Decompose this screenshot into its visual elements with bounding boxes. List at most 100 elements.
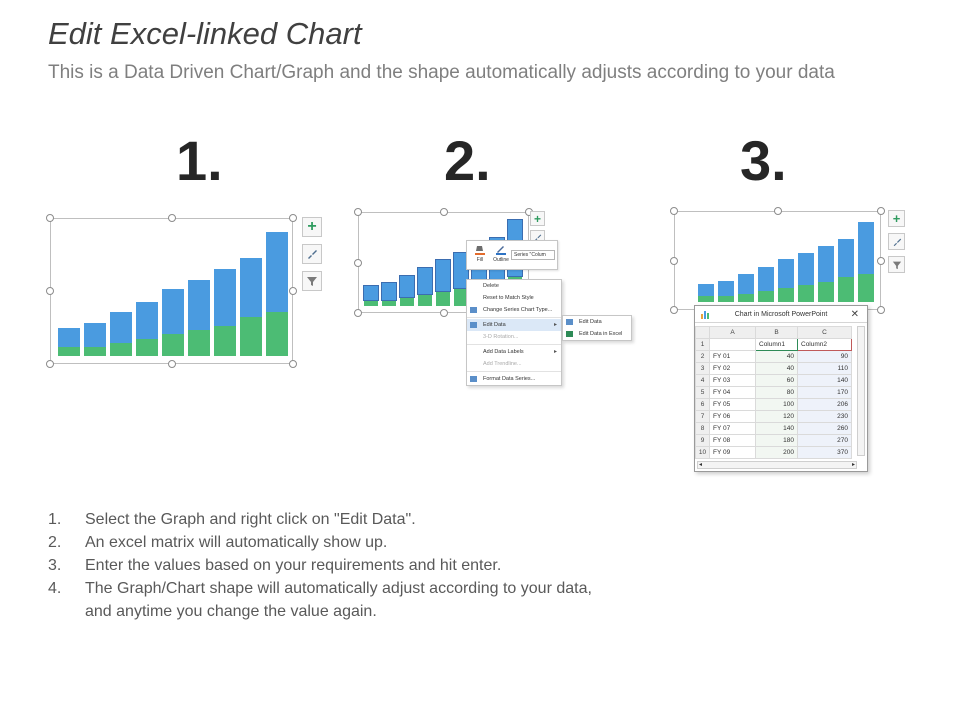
submenu-item-edit-data[interactable]: Edit Data xyxy=(563,316,631,328)
excel-data-window[interactable]: Chart in Microsoft PowerPoint ✕ A B C 1 Colu… xyxy=(694,305,868,472)
data-cell[interactable]: FY 02 xyxy=(709,362,756,375)
resize-handle[interactable] xyxy=(670,256,678,265)
bar-column1-4[interactable] xyxy=(757,290,775,302)
bar-column1-3[interactable] xyxy=(737,293,755,302)
bar-column1-7[interactable] xyxy=(214,325,236,356)
resize-handle[interactable] xyxy=(670,306,678,314)
chart-filters-button[interactable] xyxy=(888,256,905,273)
data-cell[interactable]: 140 xyxy=(755,422,798,435)
bar-column2-1[interactable] xyxy=(58,327,80,348)
menu-item-delete[interactable]: Delete xyxy=(467,280,561,292)
resize-handle[interactable] xyxy=(46,214,54,222)
bar-column1-9[interactable] xyxy=(266,312,288,356)
excel-title-bar[interactable]: Chart in Microsoft PowerPoint ✕ xyxy=(695,306,867,323)
chart-styles-button[interactable] xyxy=(888,233,905,250)
resize-handle[interactable] xyxy=(877,207,885,215)
menu-item-edit-data[interactable]: Edit Data ▸ xyxy=(467,319,561,331)
chart-elements-button[interactable]: + xyxy=(302,217,322,237)
data-cell[interactable]: FY 06 xyxy=(709,410,756,423)
bar-column2-3[interactable] xyxy=(737,273,755,294)
bar-column2-8[interactable] xyxy=(837,238,855,277)
chart-elements-button[interactable]: + xyxy=(530,211,545,226)
row-number[interactable]: 10 xyxy=(695,446,710,459)
resize-handle[interactable] xyxy=(773,207,782,215)
data-cell[interactable]: 206 xyxy=(797,398,852,411)
bar-column2-3[interactable] xyxy=(110,312,132,343)
excel-grid[interactable]: A B C 1 Column1 Column2 2 FY 01 40 90 3 FY 02 40 110 4… xyxy=(695,326,852,459)
bar-column2-2[interactable] xyxy=(380,282,398,301)
data-cell[interactable]: 370 xyxy=(797,446,852,459)
resize-handle[interactable] xyxy=(167,214,176,222)
bar-column1-3[interactable] xyxy=(110,342,132,356)
bar-column2-2[interactable] xyxy=(717,280,735,297)
bar-column1-2[interactable] xyxy=(84,347,106,356)
menu-item-add-data-labels[interactable]: Add Data Labels ▸ xyxy=(467,346,561,358)
bar-column1-3[interactable] xyxy=(399,296,414,306)
bar-column2-9[interactable] xyxy=(266,232,288,313)
series-select[interactable]: Series "Colum xyxy=(511,250,555,260)
bar-column1-8[interactable] xyxy=(837,276,855,302)
resize-handle[interactable] xyxy=(670,207,678,215)
data-cell[interactable]: 180 xyxy=(755,434,798,447)
data-cell[interactable]: 80 xyxy=(755,386,798,399)
bar-column2-4[interactable] xyxy=(757,266,775,291)
row-number[interactable]: 6 xyxy=(695,398,710,411)
data-cell[interactable]: 270 xyxy=(797,434,852,447)
data-cell[interactable]: FY 01 xyxy=(709,350,756,363)
data-cell[interactable]: FY 08 xyxy=(709,434,756,447)
bar-column1-2[interactable] xyxy=(717,296,735,302)
column-header[interactable]: A xyxy=(709,326,756,339)
data-cell[interactable]: 120 xyxy=(755,410,798,423)
bar-column1-5[interactable] xyxy=(777,287,795,302)
row-number[interactable]: 3 xyxy=(695,362,710,375)
data-cell[interactable]: 230 xyxy=(797,410,852,423)
data-cell[interactable]: 40 xyxy=(755,362,798,375)
menu-item-reset-to-match-style[interactable]: Reset to Match Style xyxy=(467,292,561,304)
data-cell[interactable]: FY 03 xyxy=(709,374,756,387)
chart-panel-1[interactable] xyxy=(46,214,297,368)
bar-column2-6[interactable] xyxy=(797,252,815,286)
resize-handle[interactable] xyxy=(354,258,362,267)
bar-column2-1[interactable] xyxy=(362,285,380,301)
vertical-scrollbar[interactable] xyxy=(857,326,865,456)
bar-column1-6[interactable] xyxy=(453,287,468,306)
row-number[interactable]: 5 xyxy=(695,386,710,399)
data-cell[interactable]: FY 09 xyxy=(709,446,756,459)
resize-handle[interactable] xyxy=(877,256,885,265)
submenu-item-edit-data-in-excel[interactable]: Edit Data in Excel xyxy=(563,328,631,340)
close-icon[interactable]: ✕ xyxy=(850,309,859,320)
bar-column2-7[interactable] xyxy=(817,245,835,283)
bar-column1-1[interactable] xyxy=(697,296,715,302)
bar-column2-5[interactable] xyxy=(162,289,184,335)
menu-item-format-data-series[interactable]: Format Data Series... xyxy=(467,373,561,385)
resize-handle[interactable] xyxy=(439,208,448,216)
data-cell[interactable]: 260 xyxy=(797,422,852,435)
data-cell[interactable]: FY 07 xyxy=(709,422,756,435)
row-number[interactable]: 1 xyxy=(695,338,710,351)
bar-column2-6[interactable] xyxy=(188,279,210,330)
resize-handle[interactable] xyxy=(877,306,885,314)
bar-column1-4[interactable] xyxy=(417,293,432,306)
row-number[interactable]: 9 xyxy=(695,434,710,447)
bar-column2-2[interactable] xyxy=(84,323,106,348)
select-all-corner[interactable] xyxy=(695,326,710,339)
bar-column2-3[interactable] xyxy=(398,274,416,298)
data-cell[interactable]: 140 xyxy=(797,374,852,387)
column-header[interactable]: C xyxy=(797,326,852,339)
bar-column2-6[interactable] xyxy=(452,252,470,289)
row-number[interactable]: 4 xyxy=(695,374,710,387)
bar-column1-5[interactable] xyxy=(162,334,184,356)
bar-column1-7[interactable] xyxy=(817,282,835,302)
outline-button[interactable]: Outline xyxy=(491,243,511,269)
resize-handle[interactable] xyxy=(46,287,54,295)
data-cell[interactable]: 90 xyxy=(797,350,852,363)
scroll-right-icon[interactable]: ▸ xyxy=(851,462,855,468)
header-cell[interactable]: Column2 xyxy=(797,338,852,351)
data-cell[interactable]: 170 xyxy=(797,386,852,399)
resize-handle[interactable] xyxy=(289,360,297,368)
data-cell[interactable]: FY 04 xyxy=(709,386,756,399)
bar-column2-4[interactable] xyxy=(416,267,434,295)
row-number[interactable]: 2 xyxy=(695,350,710,363)
row-number[interactable]: 7 xyxy=(695,410,710,423)
edit-data-submenu[interactable]: Edit Data Edit Data in Excel xyxy=(562,315,632,341)
